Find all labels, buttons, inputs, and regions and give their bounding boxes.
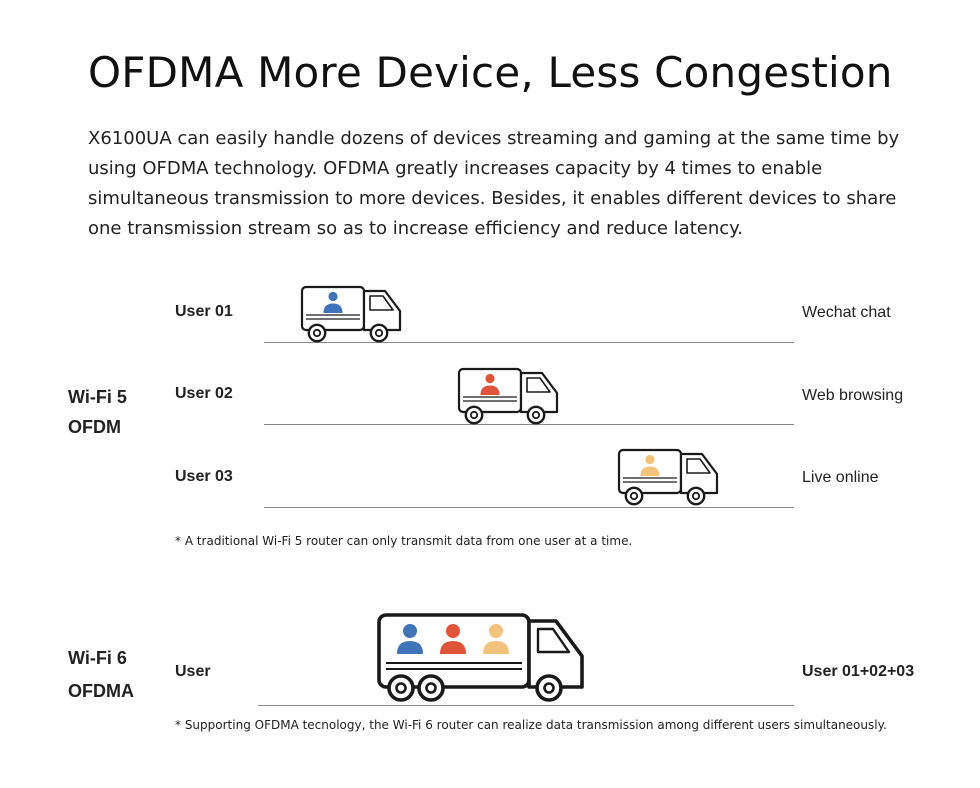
track-line-user-02 — [264, 424, 794, 425]
page-title: OFDMA More Device, Less Congestion — [88, 48, 893, 97]
wifi6-usage-label: User 01+02+03 — [802, 663, 915, 680]
person-icon-red — [440, 624, 466, 654]
person-icon — [640, 454, 660, 476]
wifi6-label-line2: OFDMA — [68, 681, 134, 701]
person-icon-blue — [397, 624, 423, 654]
user-02-label: User 02 — [175, 385, 233, 402]
wifi5-label-line2: OFDM — [68, 417, 121, 437]
wifi6-label-line1: Wi-Fi 6 — [68, 648, 127, 668]
wifi6-label: Wi-Fi 6 OFDMA — [68, 642, 134, 708]
usage-label-wechat: Wechat chat — [802, 304, 891, 321]
intro-paragraph: X6100UA can easily handle dozens of devi… — [88, 128, 900, 239]
usage-label-live-online: Live online — [802, 469, 879, 486]
user-03-label: User 03 — [175, 468, 233, 485]
truck-user-01 — [300, 285, 402, 343]
truck-user-02 — [457, 367, 559, 425]
wifi5-label-line1: Wi-Fi 5 — [68, 387, 127, 407]
person-icon — [323, 291, 343, 313]
wifi5-footnote: * A traditional Wi-Fi 5 router can only … — [175, 534, 633, 548]
track-line-user-03 — [264, 507, 794, 508]
wifi5-label: Wi-Fi 5 OFDM — [68, 382, 127, 442]
truck-wifi6-shared — [376, 612, 584, 704]
wifi6-footnote: * Supporting OFDMA tecnology, the Wi-Fi … — [175, 718, 887, 732]
track-line-user-01 — [264, 342, 794, 343]
user-01-label: User 01 — [175, 303, 233, 320]
track-line-wifi6 — [258, 705, 794, 706]
truck-user-03 — [617, 448, 719, 506]
person-icon — [480, 373, 500, 395]
person-icon-yellow — [483, 624, 509, 654]
wifi6-user-label: User — [175, 663, 211, 680]
usage-label-web-browsing: Web browsing — [802, 387, 904, 404]
